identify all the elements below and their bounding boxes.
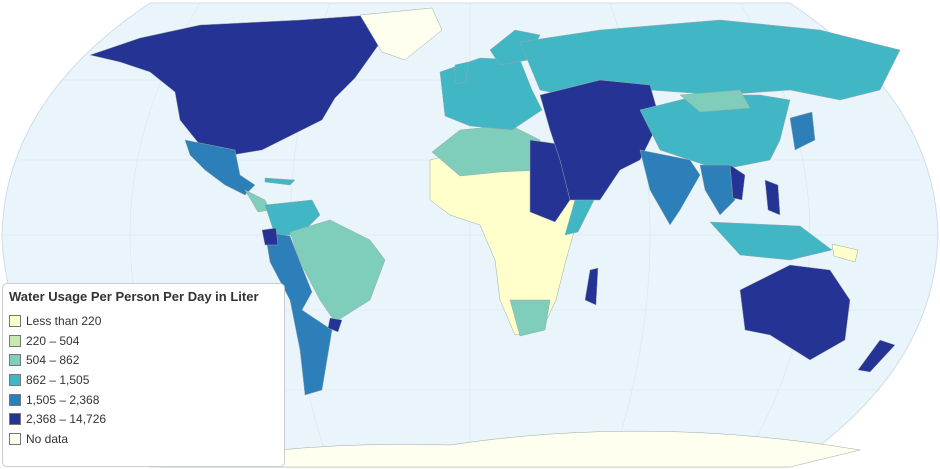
greenland (359, 7, 443, 61)
andes-argentina (264, 231, 333, 396)
legend-item[interactable]: Less than 220 (9, 311, 278, 331)
legend-item[interactable]: No data (9, 429, 278, 449)
india (639, 149, 701, 226)
legend-label: 504 – 862 (26, 353, 80, 368)
ecuador (261, 227, 279, 246)
cuba (264, 177, 296, 186)
legend-swatch (9, 373, 21, 386)
legend-item[interactable]: 220 – 504 (9, 331, 278, 351)
legend-label: 1,505 – 2,368 (26, 392, 100, 407)
legend-swatch (9, 413, 21, 426)
uruguay (327, 317, 343, 333)
madagascar (584, 267, 599, 306)
legend-label: 2,368 – 14,726 (26, 412, 107, 427)
indonesia (709, 221, 833, 261)
brazil (289, 219, 386, 323)
legend-item[interactable]: 1,505 – 2,368 (9, 390, 278, 410)
south-africa (509, 299, 551, 337)
legend: Water Usage Per Person Per Day in Liter … (2, 283, 285, 467)
central-asia-middle-east (539, 79, 661, 201)
legend-title: Water Usage Per Person Per Day in Liter (9, 289, 259, 304)
japan-korea (789, 111, 816, 151)
southeast-asia (699, 164, 736, 216)
philippines (764, 179, 781, 216)
legend-swatch (9, 354, 21, 367)
regions (89, 7, 901, 468)
legend-label: No data (26, 431, 69, 446)
legend-items: Less than 220 220 – 504 504 – 862 862 – 1,5… (9, 311, 278, 449)
legend-swatch (9, 432, 21, 445)
legend-item[interactable]: 504 – 862 (9, 350, 278, 370)
legend-label: 862 – 1,505 (26, 372, 90, 387)
papua-new-guinea (831, 243, 859, 263)
legend-item[interactable]: 2,368 – 14,726 (9, 409, 278, 429)
legend-swatch (9, 314, 21, 327)
new-zealand (857, 339, 896, 373)
legend-swatch (9, 393, 21, 406)
legend-item[interactable]: 862 – 1,505 (9, 370, 278, 390)
uk (454, 61, 469, 85)
vietnam (729, 164, 746, 201)
mexico (184, 139, 256, 196)
north-america (89, 14, 383, 156)
legend-label: Less than 220 (26, 313, 102, 328)
mongolia (679, 89, 751, 113)
australia (739, 264, 851, 361)
legend-label: 220 – 504 (26, 333, 80, 348)
legend-swatch (9, 334, 21, 347)
